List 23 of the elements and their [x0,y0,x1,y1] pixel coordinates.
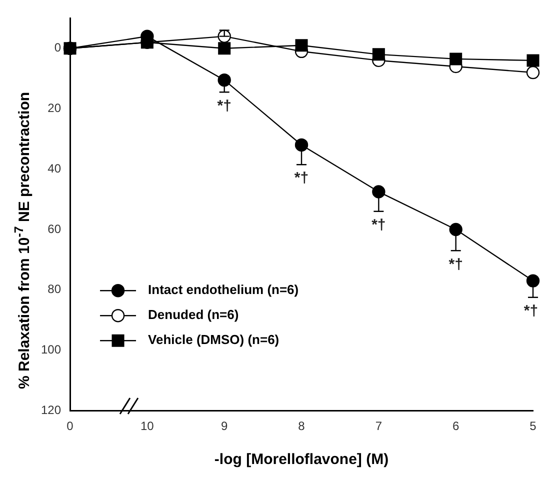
y-tick-label: 120 [40,402,62,417]
annotation: *† [524,302,538,320]
x-tick-label: 9 [221,419,228,434]
y-tick-label: 20 [48,101,62,116]
annotation: *† [217,97,232,114]
legend-label: Denuded (n=6) [148,307,239,322]
x-tick-label: 6 [452,419,460,434]
x-tick-label: 5 [530,419,537,434]
annotation: *† [294,170,309,187]
x-axis-title: -log [Morelloflavone] (M) [214,451,389,468]
y-tick-label: 100 [40,342,62,357]
legend-label: Intact endothelium (n=6) [148,282,299,298]
y-tick-label: 80 [48,282,62,296]
legend-label: Vehicle (DMSO) (n=6) [148,332,280,348]
annotation: *† [372,216,386,234]
x-tick-label: 10 [140,419,154,434]
y-tick-label: 60 [48,222,62,236]
y-tick-label: 0 [54,40,62,55]
x-tick-label: 0 [66,419,74,434]
annotation: *† [448,256,463,273]
x-tick-label: 7 [375,419,382,434]
x-tick-label: 8 [298,419,306,434]
y-tick-label: 40 [48,161,62,176]
